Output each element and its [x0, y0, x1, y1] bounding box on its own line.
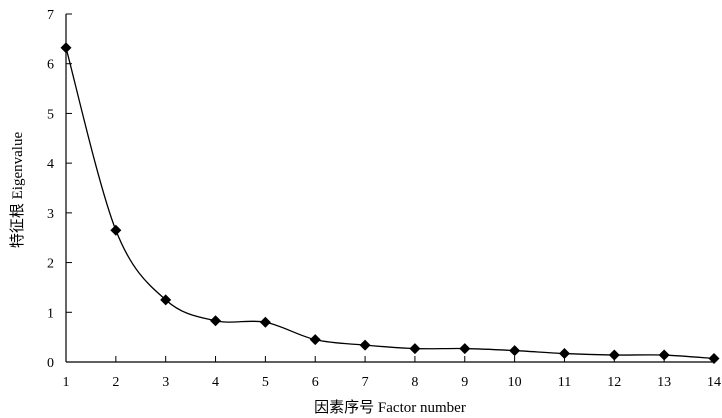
- x-ticks: 1 2 3 4 5 6 7 8 9 10 11 12 13 14: [63, 356, 721, 390]
- series: [60, 42, 720, 365]
- y-tick-label: 6: [47, 58, 54, 73]
- x-tick-label: 8: [411, 375, 418, 390]
- x-tick-label: 5: [262, 375, 269, 390]
- data-point-3: [160, 294, 172, 306]
- x-tick-label: 12: [607, 375, 621, 390]
- x-tick-label: 11: [558, 375, 571, 390]
- data-point-7: [359, 339, 371, 351]
- x-tick-label: 7: [362, 375, 369, 390]
- data-point-10: [509, 345, 521, 357]
- x-tick-label: 6: [312, 375, 319, 390]
- data-point-11: [558, 348, 570, 360]
- x-tick-label: 14: [707, 375, 721, 390]
- x-tick-label: 4: [212, 375, 219, 390]
- y-axis-title: 特征根 Eigenvalue: [9, 132, 26, 249]
- data-point-8: [409, 343, 421, 355]
- data-point-2: [110, 224, 122, 236]
- y-tick-label: 2: [47, 257, 54, 272]
- data-point-12: [608, 349, 620, 361]
- data-point-13: [658, 349, 670, 361]
- x-tick-label: 2: [112, 375, 119, 390]
- data-point-1: [60, 42, 72, 54]
- y-tick-label: 3: [47, 207, 54, 222]
- data-point-9: [459, 343, 471, 355]
- data-point-5: [259, 316, 271, 328]
- y-tick-label: 7: [47, 8, 54, 23]
- x-tick-label: 1: [63, 375, 70, 390]
- data-point-6: [309, 334, 321, 346]
- data-point-14: [708, 353, 720, 365]
- x-tick-label: 3: [162, 375, 169, 390]
- y-ticks: 0 1 2 3 4 5 6 7: [47, 8, 72, 371]
- y-tick-label: 0: [47, 356, 54, 371]
- series-line: [65, 47, 715, 360]
- x-tick-label: 10: [508, 375, 522, 390]
- data-point-4: [210, 315, 222, 327]
- x-axis-title: 因素序号 Factor number: [314, 399, 466, 416]
- x-tick-label: 9: [461, 375, 468, 390]
- y-tick-label: 5: [47, 107, 54, 122]
- y-tick-label: 4: [47, 157, 54, 172]
- x-tick-label: 13: [657, 375, 671, 390]
- y-tick-label: 1: [47, 306, 54, 321]
